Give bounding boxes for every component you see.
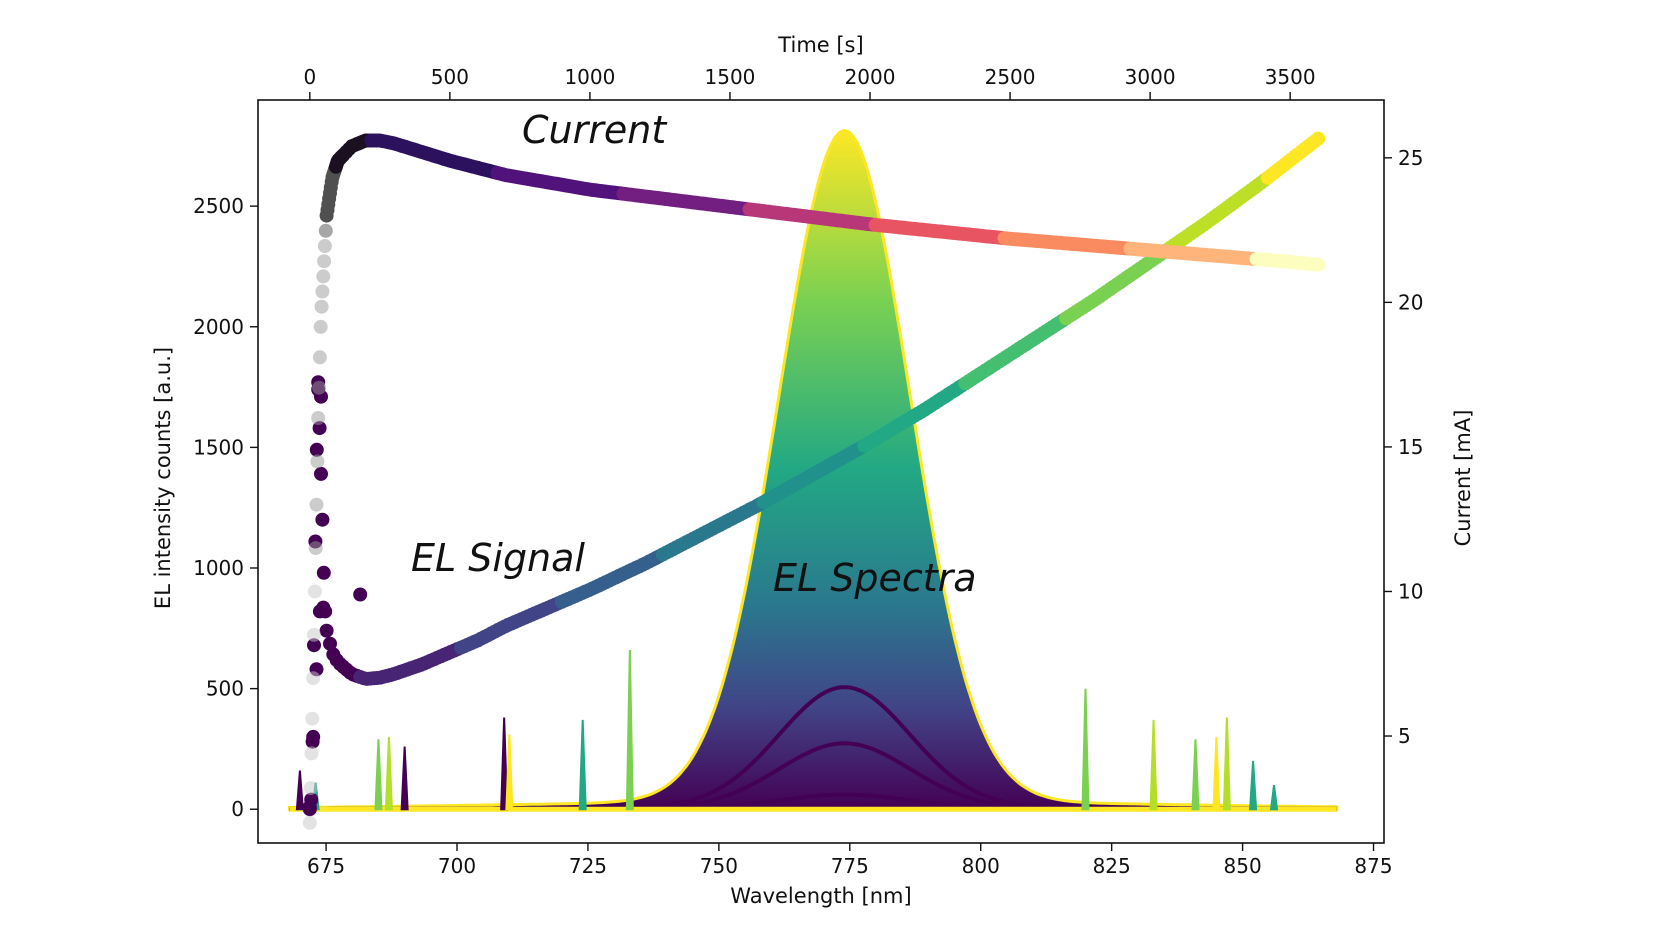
current-point (1311, 257, 1326, 272)
el-signal-point (319, 623, 334, 638)
annotation-current: Current (522, 108, 668, 152)
el-signal-point (309, 442, 324, 457)
el-spectra-spike (1212, 736, 1221, 811)
x-tick-label-bottom: 700 (438, 854, 476, 878)
y-tick-label-right: 15 (1398, 435, 1423, 459)
el-spectra-spike (1222, 717, 1231, 811)
current-point (307, 627, 321, 642)
el-spectra-spike (1149, 719, 1158, 811)
annotation-el-spectra: EL Spectra (773, 556, 977, 600)
current-point (310, 454, 325, 469)
current-point (308, 541, 323, 556)
current-point (312, 380, 327, 395)
current-point (311, 411, 326, 425)
x-tick-label-top: 2000 (845, 65, 896, 89)
x-tick-label-bottom: 675 (307, 854, 345, 878)
el-spectra-spike (578, 719, 587, 811)
x-axis-title-bottom: Wavelength [nm] (730, 884, 911, 908)
plot-frame (257, 99, 1385, 844)
x-tick-label-top: 3000 (1125, 65, 1176, 89)
y-tick-label-right: 10 (1398, 579, 1423, 603)
current-point (312, 350, 327, 365)
el-signal-point (304, 792, 319, 807)
x-tick-label-top: 0 (303, 65, 316, 89)
left-axis: 0 500 1000 1500 2000 2500 (193, 194, 258, 821)
el-spectra-spike (374, 739, 383, 811)
current-point (306, 671, 321, 686)
el-signal-point (353, 587, 368, 602)
el-spectra-spike (384, 736, 393, 811)
x-tick-label-bottom: 875 (1354, 854, 1392, 878)
top-axis: 0 500 1000 1500 2000 2500 3000 3500 (303, 65, 1316, 100)
y-tick-label-right: 25 (1398, 146, 1423, 170)
el-spectra-spike (1191, 739, 1200, 811)
current-point (314, 299, 329, 314)
y-tick-label-right: 20 (1398, 290, 1423, 314)
y-tick-label-left: 2500 (193, 194, 244, 218)
el-spectra-spike (500, 717, 509, 811)
y-tick-label-left: 2000 (193, 315, 244, 339)
el-spectra-spike (295, 770, 304, 811)
current-layer (302, 133, 1326, 830)
x-tick-label-bottom: 825 (1093, 854, 1131, 878)
y-tick-label-right: 5 (1398, 724, 1411, 748)
el-signal-point (318, 604, 333, 619)
el-signal-point (315, 512, 330, 527)
x-axis-title-top: Time [s] (777, 33, 863, 57)
el-spectra-spike (1081, 688, 1090, 811)
current-point (307, 584, 322, 599)
annotation-el-signal: EL Signal (411, 536, 585, 580)
x-tick-label-bottom: 725 (569, 854, 607, 878)
x-tick-label-top: 1000 (564, 65, 615, 89)
current-point (313, 319, 328, 334)
x-tick-label-bottom: 775 (831, 854, 869, 878)
current-point (315, 284, 330, 299)
el-signal-point (307, 638, 321, 653)
current-point (318, 223, 333, 238)
current-point (305, 711, 320, 726)
y-tick-label-left: 1500 (193, 435, 244, 459)
current-point (317, 254, 332, 269)
x-tick-label-bottom: 800 (962, 854, 1000, 878)
x-tick-label-bottom: 750 (700, 854, 738, 878)
current-point (317, 239, 332, 253)
x-tick-label-top: 3500 (1265, 65, 1316, 89)
el-signal-layer (302, 131, 1326, 817)
el-spectra-spike (1269, 784, 1279, 811)
el-signal-point (314, 466, 328, 481)
y-tick-label-left: 1000 (193, 556, 244, 580)
current-point (316, 269, 331, 284)
x-tick-label-top: 2500 (985, 65, 1036, 89)
el-spectra-spike (625, 649, 634, 811)
current-point (304, 746, 319, 761)
el-signal-point (305, 734, 320, 749)
current-point (303, 781, 318, 796)
current-point (309, 497, 324, 512)
el-spectra-spike (400, 746, 409, 811)
y-tick-label-left: 500 (206, 677, 244, 701)
y-axis-title-right: Current [mA] (1451, 410, 1475, 547)
right-axis: 5 10 15 20 25 (1384, 146, 1423, 748)
x-tick-label-bottom: 850 (1224, 854, 1262, 878)
x-tick-label-top: 500 (431, 65, 469, 89)
x-tick-label-top: 1500 (705, 65, 756, 89)
el-spectra-spike (1249, 760, 1258, 811)
y-tick-label-left: 0 (231, 797, 244, 821)
el-signal-point (316, 565, 331, 580)
el-spectra-spike (505, 734, 514, 811)
el-signal-point (1311, 131, 1326, 146)
current-point (302, 815, 317, 830)
bottom-axis: 675 700 725 750 775 800 825 850 875 (307, 843, 1393, 878)
y-axis-title-left: EL intensity counts [a.u.] (151, 347, 175, 609)
el-signal-point (323, 636, 337, 651)
